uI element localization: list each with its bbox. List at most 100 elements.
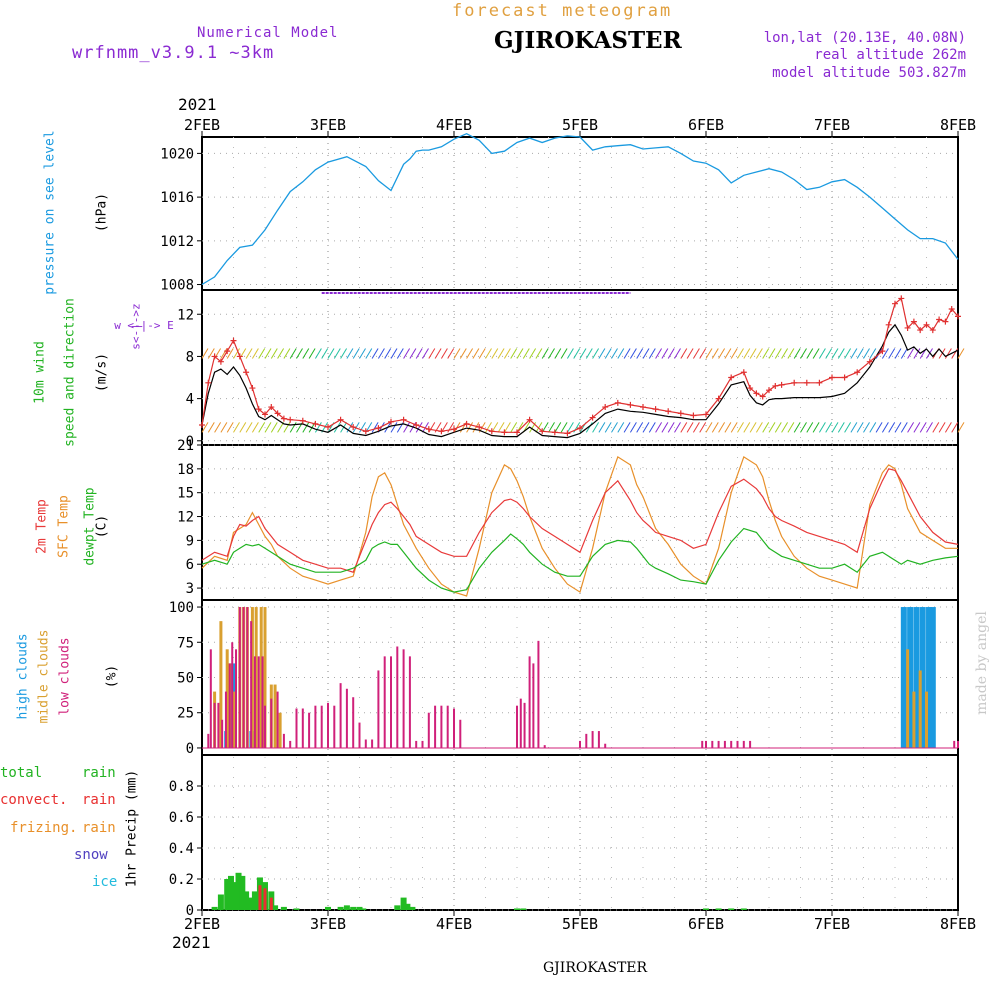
wind-arrow-upper (201, 348, 209, 359)
wind-speed-marker (438, 428, 445, 435)
low-cloud-bar (396, 646, 399, 748)
wind-arrow-upper (440, 348, 448, 359)
date-label-bottom: 6FEB (688, 915, 724, 933)
low-cloud-bar (213, 702, 216, 748)
wind-arrow-upper (648, 348, 656, 359)
mid-cloud-bar (918, 670, 922, 748)
low-cloud-bar (528, 656, 531, 748)
low-cloud-bar (711, 740, 714, 748)
wind-arrow-upper (881, 348, 889, 359)
wind-arrow-upper (277, 348, 285, 359)
wind-speed-marker (526, 416, 533, 423)
wind-arrow-upper (907, 348, 915, 359)
wind-arrow-upper (491, 348, 499, 359)
low-cloud-bar (242, 607, 245, 748)
low-cloud-bar (516, 705, 518, 748)
total-rain-bar (409, 906, 416, 910)
total-rain-bar (239, 875, 246, 910)
wind-arrow-upper (522, 348, 530, 359)
wind-arrow-upper (806, 348, 814, 359)
wind-arrow-lower (359, 422, 366, 433)
wind-speed-marker (917, 327, 924, 334)
total-rain-bar (514, 908, 520, 910)
wind-arrow-upper (428, 348, 436, 359)
wind-speed-marker (955, 313, 961, 320)
wind-arrow-upper (724, 348, 732, 359)
wind-arrow-lower (346, 422, 354, 433)
wind-arrow-upper (415, 348, 423, 359)
precip-total-a: total (0, 765, 43, 781)
wind-speed-marker (791, 379, 798, 386)
wind-arrow-lower (730, 422, 738, 433)
total-rain-bar (217, 894, 224, 910)
low-cloud-bar (308, 712, 311, 748)
wind-arrow-lower (806, 422, 814, 433)
wind-arrow-lower (692, 422, 700, 433)
total-rain-bar (325, 906, 331, 910)
wind-arrow-lower (207, 422, 215, 433)
wind-arrow-lower (869, 422, 877, 433)
low-cloud-bar (231, 642, 234, 748)
low-cloud-bar (276, 691, 279, 748)
wind-arrow-lower (844, 422, 852, 433)
precip-axis-tick-label: 0.2 (169, 872, 194, 888)
mid-cloud-bar (219, 621, 223, 748)
wind-arrow-lower (390, 422, 398, 433)
wind-speed-marker (413, 421, 420, 428)
chart-frame (201, 136, 959, 911)
wind-arrow-upper (352, 348, 360, 359)
wind-speed-marker (287, 416, 294, 423)
low-cloud-bar (579, 740, 581, 748)
wind-speed-marker (274, 410, 281, 417)
wind-arrow-lower (951, 422, 959, 433)
wind-speed-marker (614, 399, 621, 406)
wind-speed-marker (665, 408, 672, 415)
low-cloud-bar (314, 705, 317, 748)
wind-speed-marker (677, 410, 684, 417)
wind-speed-marker (255, 406, 262, 413)
wind-arrow-upper (548, 348, 555, 359)
total-rain-bar (350, 906, 357, 910)
low-cloud-bar (261, 656, 264, 748)
wind-arrow-lower (711, 422, 719, 433)
wind-arrow-lower (755, 422, 763, 433)
wind-arrow-upper (894, 348, 902, 359)
mid-cloud-bar (263, 607, 267, 748)
clouds-axis-tick-label: 100 (169, 600, 194, 616)
wind-arrow-lower (233, 422, 240, 433)
coords: lon,lat (20.13E, 40.08N) (763, 30, 966, 46)
wind-speed-marker (948, 305, 955, 312)
wind-speed-marker (904, 324, 911, 331)
wind-arrow-upper (554, 348, 562, 359)
wind-arrow-lower (585, 422, 593, 433)
low-cloud-bar (717, 740, 720, 748)
low-cloud-bar (730, 740, 733, 748)
date-label-top: 8FEB (940, 116, 976, 134)
pressure-axis-tick-label: 1012 (160, 234, 194, 250)
wind-arrow-upper (686, 348, 694, 359)
wind-speed-marker (766, 387, 772, 394)
wind-arrow-lower (264, 422, 272, 433)
pressure-axis-tick-label: 1016 (160, 190, 194, 206)
wind-speed-marker (400, 416, 407, 423)
total-rain-bar (703, 908, 709, 910)
model-altitude: model altitude 503.827m (772, 65, 966, 81)
total-rain-bar (293, 908, 300, 910)
wind-arrow-lower (957, 422, 965, 433)
wind-axis-tick-label: 4 (186, 392, 194, 408)
wind-arrow-lower (894, 422, 902, 433)
mid-cloud-bar (278, 712, 282, 748)
wind-arrow-upper (781, 348, 789, 359)
wind-speed-marker (772, 382, 779, 389)
wind-arrow-upper (793, 348, 801, 359)
precip-axis-tick-label: 0.8 (169, 779, 194, 795)
wind-arrow-upper (359, 348, 366, 359)
low-cloud-bar (383, 656, 386, 748)
wind-arrow-lower (302, 422, 310, 433)
wind-arrow-upper (573, 348, 581, 359)
low-cloud-bar (519, 698, 522, 748)
wind-arrow-lower (800, 422, 807, 433)
wind-speed-marker (476, 424, 483, 431)
low-cloud-bar (421, 740, 424, 748)
mid-cloud-bar (925, 691, 928, 748)
